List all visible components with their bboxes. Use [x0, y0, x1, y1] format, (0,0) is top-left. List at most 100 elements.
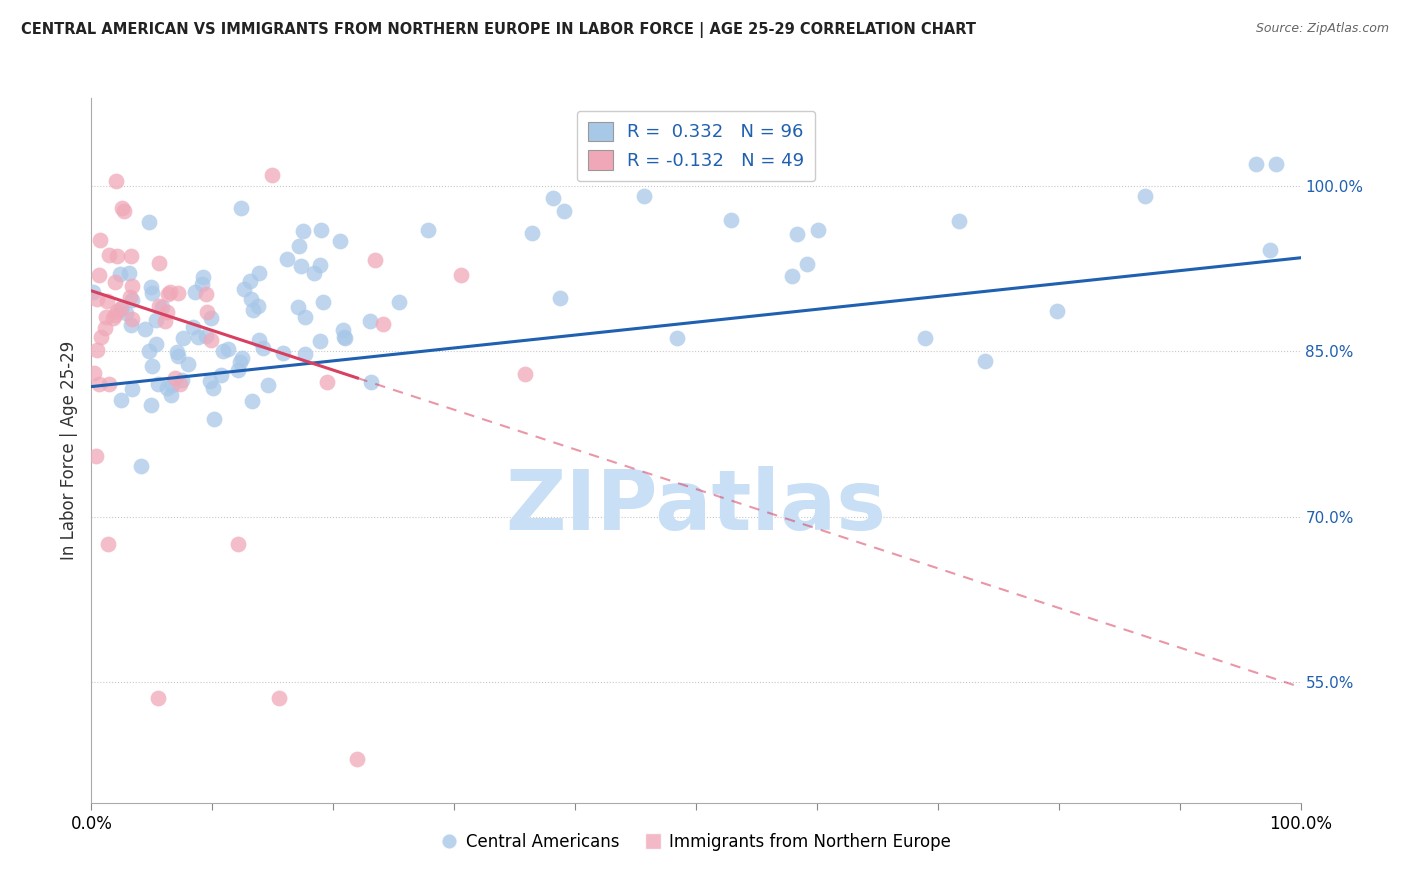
Point [86, 343, 108, 358]
Point [120, 318, 142, 332]
Point [195, 305, 218, 319]
Point [167, 285, 190, 300]
Point [287, 238, 309, 252]
Point [359, 314, 381, 328]
Point [360, 375, 382, 389]
Point [232, 282, 254, 296]
Point [160, 388, 183, 402]
Point [145, 336, 167, 351]
Point [141, 285, 163, 300]
Point [211, 343, 233, 358]
Point [156, 286, 179, 301]
Point [333, 330, 356, 344]
Point [294, 347, 316, 361]
Legend: Central Americans, Immigrants from Northern Europe: Central Americans, Immigrants from North… [434, 827, 957, 858]
Point [252, 341, 274, 355]
Point [247, 299, 270, 313]
Point [121, 382, 143, 396]
Point [311, 223, 333, 237]
Point [191, 277, 214, 291]
Point [226, 363, 249, 377]
Point [256, 378, 278, 392]
Point [167, 349, 190, 363]
Point [120, 249, 142, 263]
Point [94, 321, 117, 335]
Point [89, 234, 111, 248]
Point [914, 331, 936, 345]
Point [105, 249, 128, 263]
Point [104, 275, 127, 289]
Point [974, 353, 997, 368]
Point [316, 376, 339, 390]
Point [807, 223, 830, 237]
Point [150, 301, 173, 315]
Point [200, 333, 222, 347]
Point [110, 301, 132, 315]
Text: Source: ZipAtlas.com: Source: ZipAtlas.com [1256, 22, 1389, 36]
Point [229, 201, 252, 215]
Point [134, 322, 156, 336]
Point [217, 343, 239, 357]
Point [96, 293, 118, 308]
Text: ZIPatlas: ZIPatlas [506, 467, 886, 548]
Point [139, 398, 162, 412]
Point [291, 224, 314, 238]
Point [553, 203, 575, 218]
Point [522, 227, 544, 241]
Point [96, 310, 118, 324]
Point [96, 537, 118, 551]
Point [146, 691, 169, 706]
Point [187, 330, 209, 344]
Point [302, 266, 325, 280]
Point [200, 311, 222, 326]
Point [418, 222, 440, 236]
Point [720, 213, 742, 227]
Y-axis label: In Labor Force | Age 25-29: In Labor Force | Age 25-29 [59, 341, 77, 560]
Point [110, 392, 132, 407]
Point [267, 691, 290, 706]
Point [1264, 157, 1286, 171]
Point [1258, 243, 1281, 257]
Point [138, 344, 160, 359]
Point [121, 293, 143, 308]
Point [169, 377, 191, 392]
Point [228, 537, 250, 551]
Point [105, 303, 128, 318]
Point [139, 279, 162, 293]
Point [181, 320, 204, 334]
Point [548, 291, 571, 305]
Point [110, 302, 132, 317]
Point [247, 334, 270, 348]
Point [172, 331, 194, 345]
Point [170, 373, 193, 387]
Point [138, 215, 160, 229]
Point [111, 201, 132, 215]
Point [543, 191, 565, 205]
Point [239, 292, 262, 306]
Point [290, 259, 312, 273]
Point [240, 394, 263, 409]
Point [87, 377, 110, 392]
Point [121, 279, 143, 293]
Point [373, 317, 395, 331]
Point [786, 227, 808, 242]
Point [83, 366, 105, 380]
Point [193, 269, 215, 284]
Point [332, 323, 354, 337]
Point [101, 310, 124, 325]
Point [90, 329, 112, 343]
Point [148, 256, 170, 270]
Point [162, 377, 184, 392]
Point [271, 346, 294, 360]
Point [98, 377, 121, 392]
Point [450, 268, 472, 282]
Point [242, 303, 264, 318]
Point [229, 355, 252, 369]
Point [110, 268, 132, 282]
Point [184, 285, 207, 299]
Point [84, 449, 107, 463]
Point [146, 376, 169, 391]
Point [333, 331, 356, 345]
Point [308, 334, 330, 348]
Point [247, 266, 270, 280]
